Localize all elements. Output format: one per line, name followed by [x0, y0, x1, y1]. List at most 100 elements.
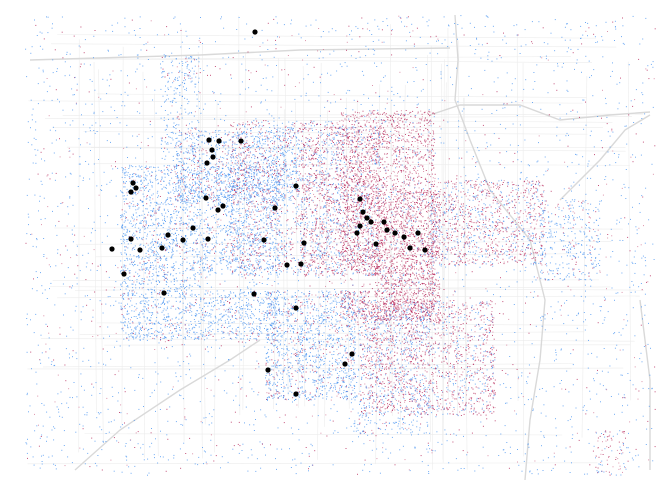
population-dot — [76, 283, 78, 285]
population-dot — [441, 328, 443, 330]
population-dot — [262, 237, 264, 238]
population-dot — [138, 257, 140, 259]
population-dot — [355, 26, 357, 28]
population-dot — [112, 168, 114, 170]
population-dot — [122, 315, 124, 317]
population-dot — [151, 136, 153, 138]
population-dot — [452, 224, 454, 226]
population-dot — [492, 406, 494, 408]
population-dot — [297, 180, 299, 181]
population-dot — [522, 311, 524, 313]
population-dot — [288, 121, 290, 123]
population-dot — [129, 177, 131, 179]
population-dot — [124, 325, 126, 327]
population-dot — [564, 39, 566, 41]
population-dot — [311, 128, 313, 130]
population-dot — [306, 422, 308, 424]
population-dot — [113, 419, 115, 421]
population-dot — [652, 243, 654, 245]
population-dot — [529, 239, 531, 241]
population-dot — [173, 228, 175, 230]
population-dot — [284, 256, 286, 258]
population-dot — [139, 283, 141, 285]
population-dot — [226, 233, 228, 235]
population-dot — [261, 198, 263, 200]
population-dot — [191, 204, 193, 206]
population-dot — [544, 222, 546, 223]
population-dot — [211, 267, 213, 269]
population-dot — [253, 430, 255, 431]
population-dot — [274, 306, 276, 308]
population-dot — [405, 209, 407, 210]
population-dot — [573, 119, 575, 121]
population-dot — [213, 191, 214, 193]
population-dot — [143, 281, 145, 283]
population-dot — [525, 178, 527, 180]
population-dot — [161, 241, 162, 243]
street — [516, 34, 519, 402]
population-dot — [146, 242, 148, 244]
population-dot — [147, 59, 149, 60]
population-dot — [302, 257, 304, 259]
population-dot — [177, 116, 179, 118]
population-dot — [348, 370, 350, 372]
population-dot — [275, 265, 277, 266]
population-dot — [559, 309, 561, 311]
population-dot — [237, 201, 239, 203]
population-dot — [266, 109, 268, 111]
population-dot — [124, 252, 126, 254]
population-dot — [384, 429, 386, 431]
population-dot — [162, 219, 164, 221]
population-dot — [115, 281, 117, 283]
population-dot — [185, 202, 187, 204]
population-dot — [633, 284, 634, 286]
population-dot — [132, 294, 134, 296]
population-dot — [141, 330, 142, 331]
population-dot — [240, 290, 241, 292]
population-dot — [264, 245, 266, 247]
population-dot — [65, 348, 67, 350]
population-dot — [260, 293, 261, 295]
population-dot — [203, 220, 205, 222]
population-dot — [128, 32, 130, 34]
population-dot — [387, 25, 389, 27]
population-dot — [607, 234, 609, 235]
population-dot — [584, 284, 586, 286]
population-dot — [200, 188, 202, 190]
population-dot — [36, 238, 38, 239]
population-dot — [521, 372, 523, 374]
population-dot — [63, 314, 64, 316]
population-dot — [504, 425, 506, 427]
population-dot — [427, 464, 429, 466]
population-dot — [453, 231, 455, 233]
population-dots — [25, 15, 656, 476]
population-dot — [372, 395, 374, 397]
population-dot — [132, 174, 134, 175]
population-dot — [363, 94, 365, 96]
population-dot — [160, 180, 162, 182]
population-dot — [175, 211, 177, 213]
population-dot — [461, 330, 463, 331]
population-dot — [182, 274, 184, 276]
population-dot — [238, 177, 240, 179]
population-dot — [646, 428, 648, 430]
population-dot — [255, 368, 257, 370]
population-dot — [551, 270, 553, 272]
street — [93, 62, 97, 413]
population-dot — [147, 310, 149, 312]
population-dot — [255, 318, 257, 319]
population-dot — [568, 134, 569, 136]
population-dot — [195, 337, 197, 339]
population-dot — [389, 297, 391, 299]
population-dot — [165, 221, 166, 222]
population-dot — [345, 352, 347, 354]
population-dot — [533, 72, 535, 73]
population-dot — [298, 147, 300, 149]
population-dot — [241, 341, 243, 343]
population-dot — [245, 395, 247, 397]
population-dot — [269, 264, 271, 266]
population-dot — [115, 264, 116, 266]
population-dot — [109, 296, 111, 297]
population-dot — [194, 279, 196, 281]
population-dot — [457, 343, 459, 345]
